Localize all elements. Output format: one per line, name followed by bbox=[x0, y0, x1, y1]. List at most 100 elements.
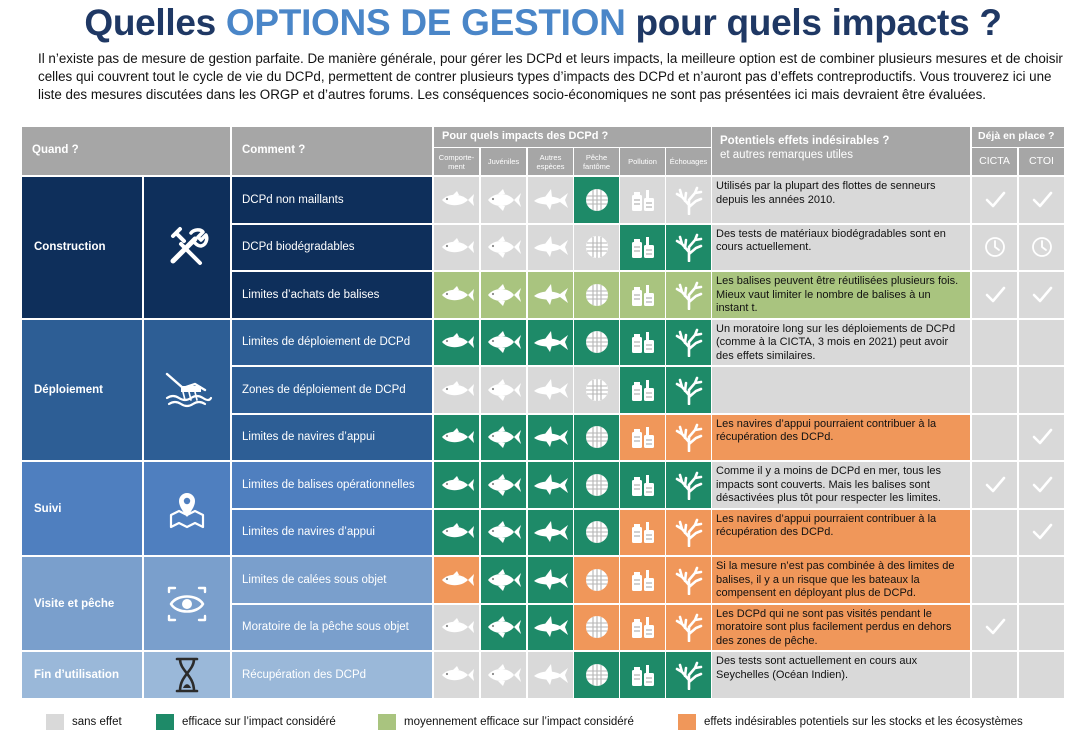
impact-cell-n bbox=[481, 652, 526, 698]
inplace-cicta-cell bbox=[972, 224, 1017, 270]
check-icon bbox=[984, 190, 1006, 210]
row-4-note bbox=[712, 367, 970, 413]
juvenile-tuna-icon bbox=[486, 425, 522, 449]
row-7-how: Limites de navires d’appui bbox=[232, 509, 432, 555]
check-icon bbox=[1031, 475, 1053, 495]
legend-swatch-undesired bbox=[678, 714, 696, 730]
eye-icon bbox=[165, 584, 209, 624]
ghost-net-icon bbox=[584, 614, 610, 640]
header-impact-col: Pêche fantôme bbox=[574, 148, 619, 175]
header-impact-col-label: Pollution bbox=[628, 157, 657, 166]
impact-cell-e bbox=[528, 604, 573, 650]
inplace-ctoi-cell bbox=[1019, 557, 1064, 603]
shark-icon bbox=[532, 520, 570, 544]
remark-text: Des tests de matériaux biodégradables so… bbox=[716, 227, 946, 254]
inplace-ctoi-cell bbox=[1019, 604, 1064, 650]
juvenile-tuna-icon bbox=[486, 568, 522, 592]
shark-icon bbox=[532, 283, 570, 307]
impact-cell-e bbox=[666, 367, 711, 413]
impact-cell-m bbox=[481, 272, 526, 318]
impact-cell-e bbox=[528, 509, 573, 555]
inplace-cicta-cell bbox=[972, 272, 1017, 318]
impact-cell-e bbox=[528, 557, 573, 603]
header-inplace-col-label: CICTA bbox=[979, 155, 1010, 167]
impact-cell-e bbox=[481, 319, 526, 365]
group-label-text: Construction bbox=[34, 241, 106, 254]
legend-undesired: effets indésirables potentiels sur les s… bbox=[678, 713, 1023, 731]
shark-icon bbox=[532, 378, 570, 402]
row-3-note: Un moratoire long sur les déploiements d… bbox=[712, 319, 970, 365]
remark-text: Comme il y a moins de DCPd en mer, tous … bbox=[716, 465, 941, 504]
check-icon bbox=[1031, 427, 1053, 447]
ghost-net-icon bbox=[584, 282, 610, 308]
pollution-bottles-icon bbox=[629, 327, 657, 357]
header-how: Comment ? bbox=[232, 127, 432, 175]
row-9-how: Moratoire de la pêche sous objet bbox=[232, 604, 432, 650]
pollution-bottles-icon bbox=[629, 612, 657, 642]
group-3-label: Visite et pêche bbox=[22, 557, 142, 650]
impact-cell-n bbox=[574, 224, 619, 270]
row-5-how: Limites de navires d’appui bbox=[232, 414, 432, 460]
header-impact-col: Comporte-ment bbox=[434, 148, 479, 175]
impact-cell-e bbox=[620, 319, 665, 365]
check-icon bbox=[984, 285, 1006, 305]
impact-cell-e bbox=[528, 414, 573, 460]
impact-cell-u bbox=[574, 557, 619, 603]
coral-icon bbox=[674, 375, 704, 405]
header-when: Quand ? bbox=[22, 127, 230, 175]
shark-icon bbox=[532, 615, 570, 639]
impact-cell-n bbox=[528, 367, 573, 413]
group-2-label: Suivi bbox=[22, 462, 142, 555]
impact-cell-e bbox=[574, 414, 619, 460]
group-label-text: Suivi bbox=[34, 502, 62, 515]
row-10-note: Des tests sont actuellement en cours aux… bbox=[712, 652, 970, 698]
header-inplace: Déjà en place ? bbox=[972, 127, 1064, 147]
remark-text: Les DCPd qui ne sont pas visités pendant… bbox=[716, 607, 952, 647]
pollution-bottles-icon bbox=[629, 185, 657, 215]
row-2-how: Limites d’achats de balises bbox=[232, 272, 432, 318]
impact-cell-m bbox=[666, 272, 711, 318]
ghost-net-icon bbox=[584, 424, 610, 450]
shark-icon bbox=[532, 568, 570, 592]
impact-cell-e bbox=[666, 462, 711, 508]
impact-cell-e bbox=[481, 604, 526, 650]
ghost-net-icon bbox=[584, 329, 610, 355]
juvenile-tuna-icon bbox=[486, 188, 522, 212]
impact-cell-n bbox=[481, 177, 526, 223]
impact-cell-n bbox=[481, 367, 526, 413]
coral-icon bbox=[674, 185, 704, 215]
impact-cell-u bbox=[666, 604, 711, 650]
impact-cell-n bbox=[434, 224, 479, 270]
row-8-note: Si la mesure n’est pas combinée à des li… bbox=[712, 557, 970, 603]
measure-label: Limites de déploiement de DCPd bbox=[242, 336, 411, 349]
behavior-fish-icon bbox=[439, 284, 475, 306]
inplace-ctoi-cell bbox=[1019, 462, 1064, 508]
impact-cell-e bbox=[481, 462, 526, 508]
group-0-label: Construction bbox=[22, 177, 142, 318]
inplace-ctoi-cell bbox=[1019, 509, 1064, 555]
coral-icon bbox=[674, 327, 704, 358]
pollution-bottles-icon bbox=[629, 470, 657, 500]
impact-cell-e bbox=[620, 652, 665, 698]
impact-cell-e bbox=[528, 462, 573, 508]
pollution-bottles-icon bbox=[629, 517, 657, 547]
ghost-net-icon bbox=[584, 519, 610, 545]
remark-text: Des tests sont actuellement en cours aux… bbox=[716, 655, 918, 681]
measure-label: Limites de navires d’appui bbox=[242, 526, 375, 539]
juvenile-tuna-icon bbox=[486, 615, 522, 639]
shark-icon bbox=[532, 425, 570, 449]
coral-icon bbox=[674, 280, 704, 310]
measure-label: Limites de navires d’appui bbox=[242, 431, 375, 444]
juvenile-tuna-icon bbox=[486, 520, 522, 544]
impact-cell-e bbox=[574, 319, 619, 365]
impact-cell-e bbox=[666, 224, 711, 270]
shark-icon bbox=[532, 663, 570, 687]
legend-none: sans effet bbox=[46, 713, 122, 731]
shark-icon bbox=[532, 473, 570, 497]
check-icon bbox=[1031, 522, 1053, 542]
remark-text: Les balises peuvent être réutilisées plu… bbox=[716, 275, 959, 314]
impact-cell-u bbox=[666, 414, 711, 460]
remark-text: Un moratoire long sur les déploiements d… bbox=[716, 322, 956, 362]
group-0-icon-cell bbox=[144, 177, 230, 318]
behavior-fish-icon bbox=[439, 379, 475, 401]
